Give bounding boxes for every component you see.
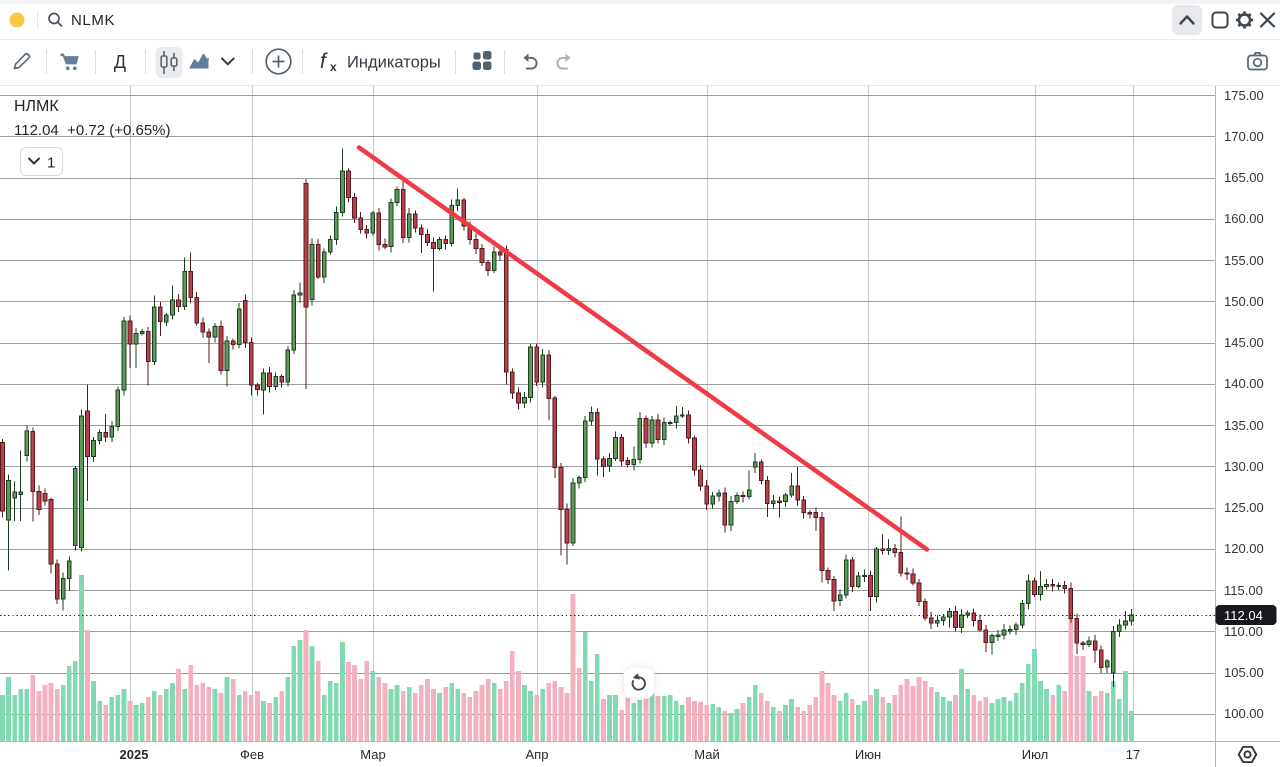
svg-text:Июл: Июл [1022, 747, 1048, 762]
svg-text:Индикаторы: Индикаторы [347, 54, 441, 72]
svg-text:155.00: 155.00 [1224, 253, 1264, 268]
svg-text:175.00: 175.00 [1224, 88, 1264, 103]
svg-text:1: 1 [47, 155, 55, 172]
svg-text:Фев: Фев [240, 747, 264, 762]
svg-text:110.00: 110.00 [1224, 624, 1263, 639]
svg-text:17: 17 [1126, 747, 1140, 762]
svg-text:120.00: 120.00 [1224, 541, 1264, 556]
svg-text:NLMK: NLMK [71, 12, 115, 29]
svg-text:140.00: 140.00 [1224, 376, 1264, 391]
svg-text:135.00: 135.00 [1224, 418, 1264, 433]
svg-text:2025: 2025 [120, 747, 149, 762]
svg-text:100.00: 100.00 [1224, 706, 1264, 721]
svg-text:f: f [320, 50, 328, 73]
svg-text:130.00: 130.00 [1224, 459, 1264, 474]
svg-text:Май: Май [694, 747, 719, 762]
svg-text:Апр: Апр [526, 747, 549, 762]
svg-text:165.00: 165.00 [1224, 170, 1264, 185]
svg-text:115.00: 115.00 [1224, 583, 1263, 598]
svg-text:Д: Д [114, 52, 126, 72]
svg-text:170.00: 170.00 [1224, 129, 1264, 144]
svg-text:Июн: Июн [855, 747, 881, 762]
svg-text:150.00: 150.00 [1224, 294, 1264, 309]
svg-text:x: x [330, 60, 337, 74]
svg-text:112.04: 112.04 [1224, 608, 1263, 623]
svg-text:125.00: 125.00 [1224, 500, 1264, 515]
svg-text:105.00: 105.00 [1224, 665, 1264, 680]
svg-text:160.00: 160.00 [1224, 211, 1264, 226]
svg-text:Мар: Мар [360, 747, 385, 762]
svg-text:145.00: 145.00 [1224, 335, 1264, 350]
